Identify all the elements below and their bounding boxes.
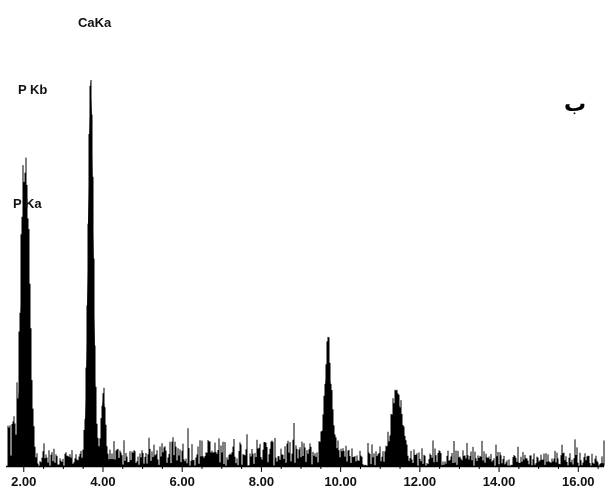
spectrum-trace [7, 80, 605, 466]
peak-2 [22, 373, 37, 466]
peak-1 [11, 191, 37, 466]
x-tick-marks [23, 466, 599, 472]
x-tick-label: 14.00 [482, 474, 516, 489]
annotation-p-ka: P Ka [13, 196, 42, 211]
x-tick-label: 4.00 [90, 474, 116, 489]
peak-4 [96, 392, 111, 466]
x-tick-label: 10.00 [324, 474, 357, 489]
annotation-p-kb: P Kb [18, 82, 48, 97]
x-tick-label: 6.00 [169, 474, 195, 489]
peak-3 [81, 80, 101, 466]
spectrum-trace-group [7, 80, 605, 466]
peak-6 [378, 396, 415, 466]
x-tick-label: 12.00 [403, 474, 437, 489]
x-tick-label: 8.00 [248, 474, 275, 489]
annotation-caka: CaKa [78, 15, 112, 30]
x-tick-label: 16.00 [561, 474, 595, 489]
panel-letter: ب [564, 92, 587, 117]
x-tick-label: 2.00 [11, 474, 37, 489]
peak-5 [315, 354, 341, 466]
